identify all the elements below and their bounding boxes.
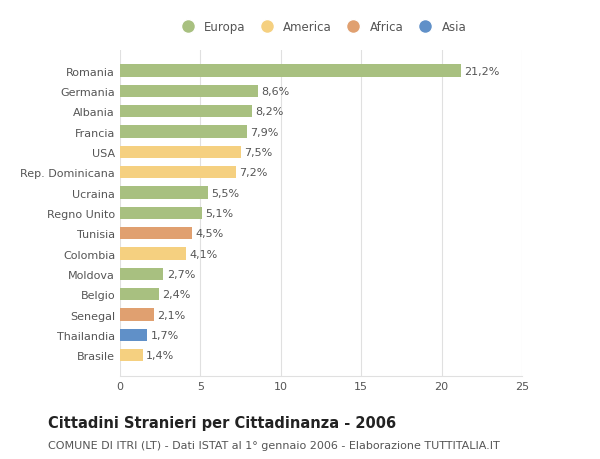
Text: 7,2%: 7,2% [239, 168, 268, 178]
Text: 5,1%: 5,1% [205, 208, 233, 218]
Bar [120, 289, 158, 301]
Text: 1,7%: 1,7% [151, 330, 179, 340]
Text: 2,7%: 2,7% [167, 269, 195, 279]
Text: 7,9%: 7,9% [250, 127, 278, 137]
Text: Cittadini Stranieri per Cittadinanza - 2006: Cittadini Stranieri per Cittadinanza - 2… [48, 415, 396, 431]
Text: 1,4%: 1,4% [146, 351, 174, 360]
Bar [120, 65, 461, 78]
Bar [120, 309, 154, 321]
Bar [120, 349, 143, 362]
Text: COMUNE DI ITRI (LT) - Dati ISTAT al 1° gennaio 2006 - Elaborazione TUTTITALIA.IT: COMUNE DI ITRI (LT) - Dati ISTAT al 1° g… [48, 440, 500, 450]
Bar [120, 207, 202, 219]
Text: 7,5%: 7,5% [244, 148, 272, 157]
Text: 8,6%: 8,6% [262, 87, 290, 97]
Legend: Europa, America, Africa, Asia: Europa, America, Africa, Asia [172, 17, 470, 37]
Bar [120, 187, 208, 199]
Bar [120, 146, 241, 159]
Bar [120, 268, 163, 280]
Bar [120, 228, 193, 240]
Text: 2,1%: 2,1% [157, 310, 185, 320]
Bar [120, 167, 236, 179]
Text: 4,1%: 4,1% [189, 249, 217, 259]
Text: 21,2%: 21,2% [464, 67, 499, 76]
Bar [120, 248, 186, 260]
Bar [120, 329, 148, 341]
Bar [120, 106, 252, 118]
Text: 5,5%: 5,5% [212, 188, 240, 198]
Text: 8,2%: 8,2% [255, 107, 283, 117]
Bar [120, 85, 258, 98]
Text: 4,5%: 4,5% [196, 229, 224, 239]
Bar [120, 126, 247, 138]
Text: 2,4%: 2,4% [162, 290, 190, 300]
